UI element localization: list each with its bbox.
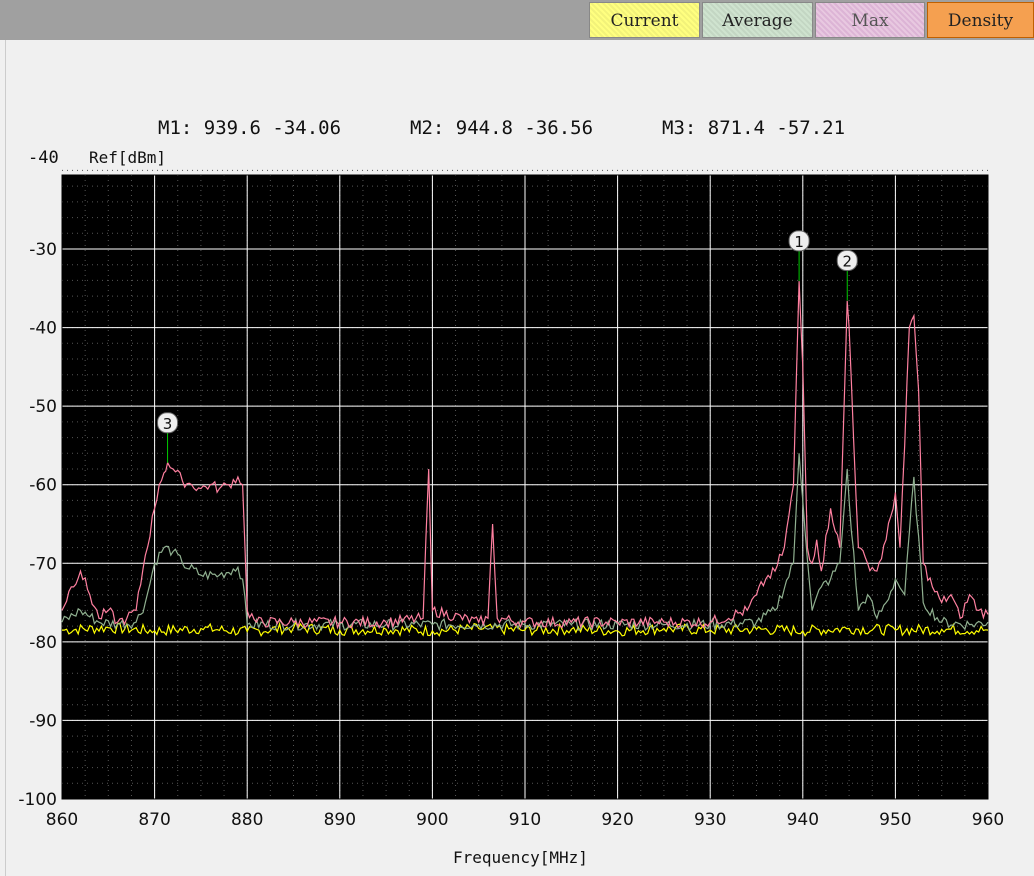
x-tick-label: 890 [324,810,356,830]
series-line-current [62,620,989,637]
y-tick-label: -90 [29,711,57,731]
y-tick-label: -30 [29,240,57,260]
y-tick-label: -70 [29,554,57,574]
tab-max[interactable]: Max [815,2,925,38]
tab-current[interactable]: Current [589,2,700,38]
y-tick-label: -40 [29,319,57,339]
marker-2-label: 2 [842,253,852,271]
marker-badge [836,250,858,272]
x-axis-label: Frequency[MHz] [453,848,588,867]
marker-badge [788,230,810,252]
marker-3-label: 3 [163,415,173,433]
plot-border [61,174,989,800]
marker-3-readout: M3: 871.4 -57.21 [662,117,846,139]
x-tick-label: 950 [879,810,911,830]
x-tick-label: 870 [138,810,170,830]
series-line-average [61,453,989,632]
marker-2-readout: M2: 944.8 -36.56 [410,117,594,139]
y-tick-label: -100 [18,790,57,810]
y-tick-label: -50 [29,397,57,417]
x-tick-label: 940 [787,810,819,830]
marker-badge [157,412,179,434]
series-line-max [61,281,989,630]
x-tick-label: 900 [416,810,448,830]
marker-1-readout: M1: 939.6 -34.06 [158,117,342,139]
y-tick-label: -80 [29,633,57,653]
x-tick-label: 930 [694,810,726,830]
x-tick-label: 960 [972,810,1004,830]
y-axis-unit-label: Ref[dBm] [89,148,167,167]
x-tick-label: 880 [231,810,263,830]
x-tick-label: 860 [46,810,78,830]
x-tick-label: 920 [601,810,633,830]
marker-1-label: 1 [794,233,804,251]
y-tick-label: -60 [29,476,57,496]
x-tick-label: 910 [509,810,541,830]
ref-level-label: -40 [28,148,59,168]
tab-density[interactable]: Density [927,2,1034,38]
tab-average[interactable]: Average [702,2,813,38]
